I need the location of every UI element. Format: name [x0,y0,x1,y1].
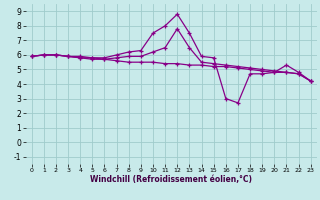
X-axis label: Windchill (Refroidissement éolien,°C): Windchill (Refroidissement éolien,°C) [90,175,252,184]
